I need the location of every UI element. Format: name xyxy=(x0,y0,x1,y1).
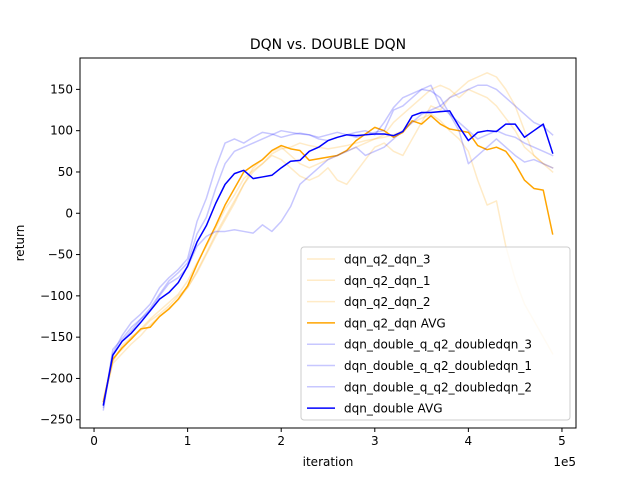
series-line-5 xyxy=(102,84,554,411)
series-line-8 xyxy=(102,110,554,406)
x-tick-label: 1 xyxy=(184,434,192,448)
x-axis-ticks: 0 1 2 3 4 5 xyxy=(90,428,566,448)
series-line-1 xyxy=(102,113,554,405)
y-tick-label: −200 xyxy=(40,371,73,385)
y-tick-label: 100 xyxy=(50,124,73,138)
chart-title: DQN vs. DOUBLE DQN xyxy=(250,37,406,53)
x-tick-label: 2 xyxy=(277,434,285,448)
y-axis-ticks: −250 −200 −150 −100 −50 0 50 100 150 xyxy=(40,82,80,427)
legend-entry: dqn_q2_dqn_1 xyxy=(344,274,431,288)
plot-frame xyxy=(79,57,577,429)
y-tick-label: 0 xyxy=(65,206,73,220)
x-axis-label: iteration xyxy=(303,455,354,469)
legend-entry: dqn_double AVG xyxy=(344,402,443,416)
y-axis-label: return xyxy=(13,225,27,262)
legend-entry: dqn_double_q_q2_doubledqn_2 xyxy=(344,380,532,394)
series-line-6 xyxy=(102,84,554,406)
legend: dqn_q2_dqn_3 dqn_q2_dqn_1 dqn_q2_dqn_2 dqn_… xyxy=(300,246,571,421)
y-tick-label: −150 xyxy=(40,330,73,344)
x-tick-label: 0 xyxy=(90,434,98,448)
y-tick-label: −100 xyxy=(40,289,73,303)
plot-lines xyxy=(102,72,554,411)
y-tick-label: 50 xyxy=(58,165,73,179)
legend-box xyxy=(300,246,571,421)
legend-entry: dqn_q2_dqn_3 xyxy=(344,253,431,267)
y-tick-label: −50 xyxy=(48,248,73,262)
legend-entry: dqn_q2_dqn AVG xyxy=(344,316,446,330)
x-tick-label: 4 xyxy=(465,434,473,448)
x-axis-offset-label: 1e5 xyxy=(553,455,576,469)
y-tick-label: 150 xyxy=(50,82,73,96)
x-tick-label: 5 xyxy=(558,434,566,448)
y-tick-label: −250 xyxy=(40,413,73,427)
legend-entry: dqn_double_q_q2_doubledqn_3 xyxy=(344,338,532,352)
legend-entry: dqn_double_q_q2_doubledqn_1 xyxy=(344,359,532,373)
series-line-4 xyxy=(102,115,554,403)
legend-entry: dqn_q2_dqn_2 xyxy=(344,295,431,309)
x-tick-label: 3 xyxy=(371,434,379,448)
series-line-2 xyxy=(102,84,554,400)
